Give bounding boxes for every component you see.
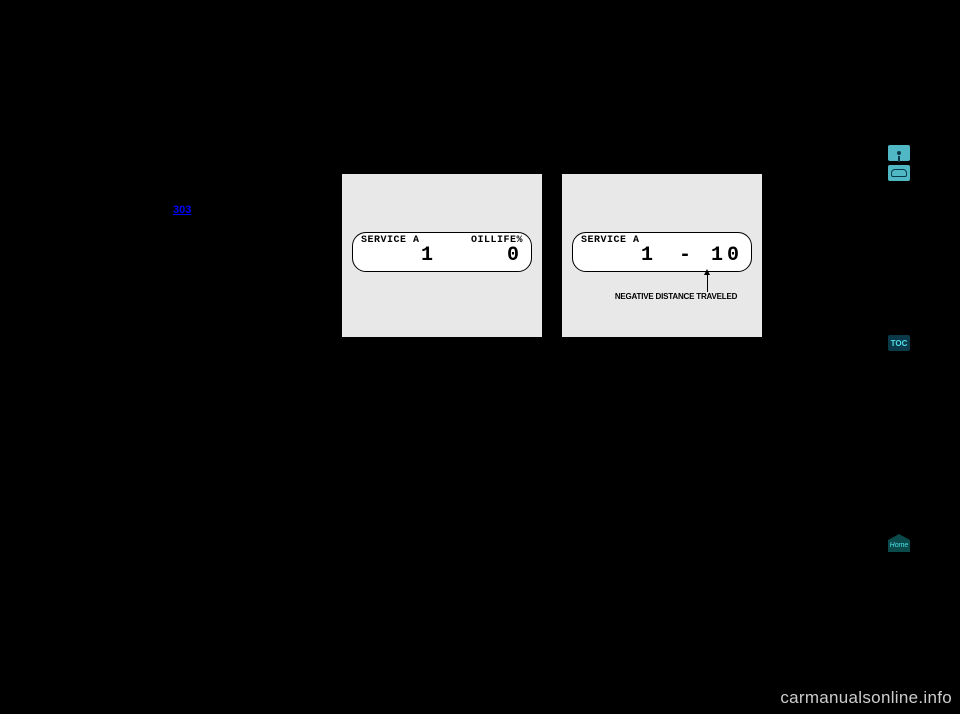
watermark-text: carmanualsonline.info	[780, 688, 952, 708]
info-icon	[897, 151, 901, 155]
lcd-main-code: 1	[421, 246, 437, 266]
lcd-panel-oil-life: SERVICE A OILLIFE% 1 0	[342, 174, 542, 337]
lcd-panel-negative-distance: SERVICE A 1 - 10 NEGATIVE DISTANCE TRAVE…	[562, 174, 762, 337]
lcd-service-label: SERVICE A	[581, 235, 640, 246]
lcd-display: SERVICE A 1 - 10	[572, 232, 752, 272]
callout-label: NEGATIVE DISTANCE TRAVELED	[562, 292, 762, 301]
info-button[interactable]	[888, 145, 910, 161]
home-icon: Home	[888, 540, 910, 552]
vehicle-button[interactable]	[888, 165, 910, 181]
toc-button[interactable]: TOC	[888, 335, 910, 351]
callout-arrow	[707, 274, 708, 292]
home-button[interactable]: Home	[888, 538, 910, 554]
lcd-oil-life-value: 0	[507, 246, 523, 266]
page-reference-link[interactable]: 303	[173, 204, 191, 216]
lcd-negative-distance-value: - 10	[679, 246, 743, 266]
lcd-main-code: 1	[641, 246, 657, 266]
car-icon	[891, 169, 907, 177]
lcd-service-label: SERVICE A	[361, 235, 420, 246]
lcd-display: SERVICE A OILLIFE% 1 0	[352, 232, 532, 272]
